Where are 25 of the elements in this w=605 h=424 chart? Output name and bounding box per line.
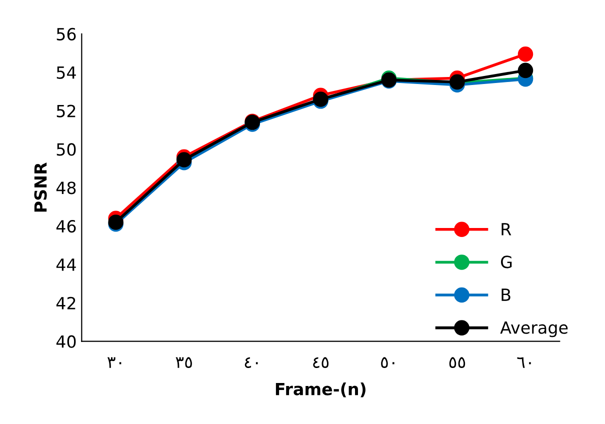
legend-label: G [501,256,512,268]
legend-label: R [502,223,512,236]
x-tick-label: ٤٥ [313,357,329,368]
y-tick-label: 42 [56,296,76,310]
y-tick-label: 48 [56,182,76,194]
y-tick-label: 52 [56,104,76,118]
y-tick-label: 44 [56,258,76,271]
x-tick-label: ٣٠ [107,357,122,368]
y-tick-label: 54 [56,66,76,79]
y-tick-label: 56 [56,28,76,40]
point [518,62,534,78]
point [518,46,534,62]
x-axis-title: Frame-(n) [276,382,366,398]
point [176,152,192,168]
x-tick-label: ٤٠ [244,357,258,368]
x-tick-label: ٦٠ [517,357,531,368]
y-tick-label: 46 [56,220,76,233]
y-tick-label: 50 [56,143,76,156]
y-tick-label: 40 [56,335,76,348]
x-tick-label: ٥٠ [381,357,394,368]
legend-label: B [502,288,510,301]
legend-label: Average [500,321,568,338]
y-axis-title: PSNR [34,162,47,212]
x-tick-label: ٣٥ [176,357,192,368]
x-tick-label: ٥٥ [449,357,466,368]
